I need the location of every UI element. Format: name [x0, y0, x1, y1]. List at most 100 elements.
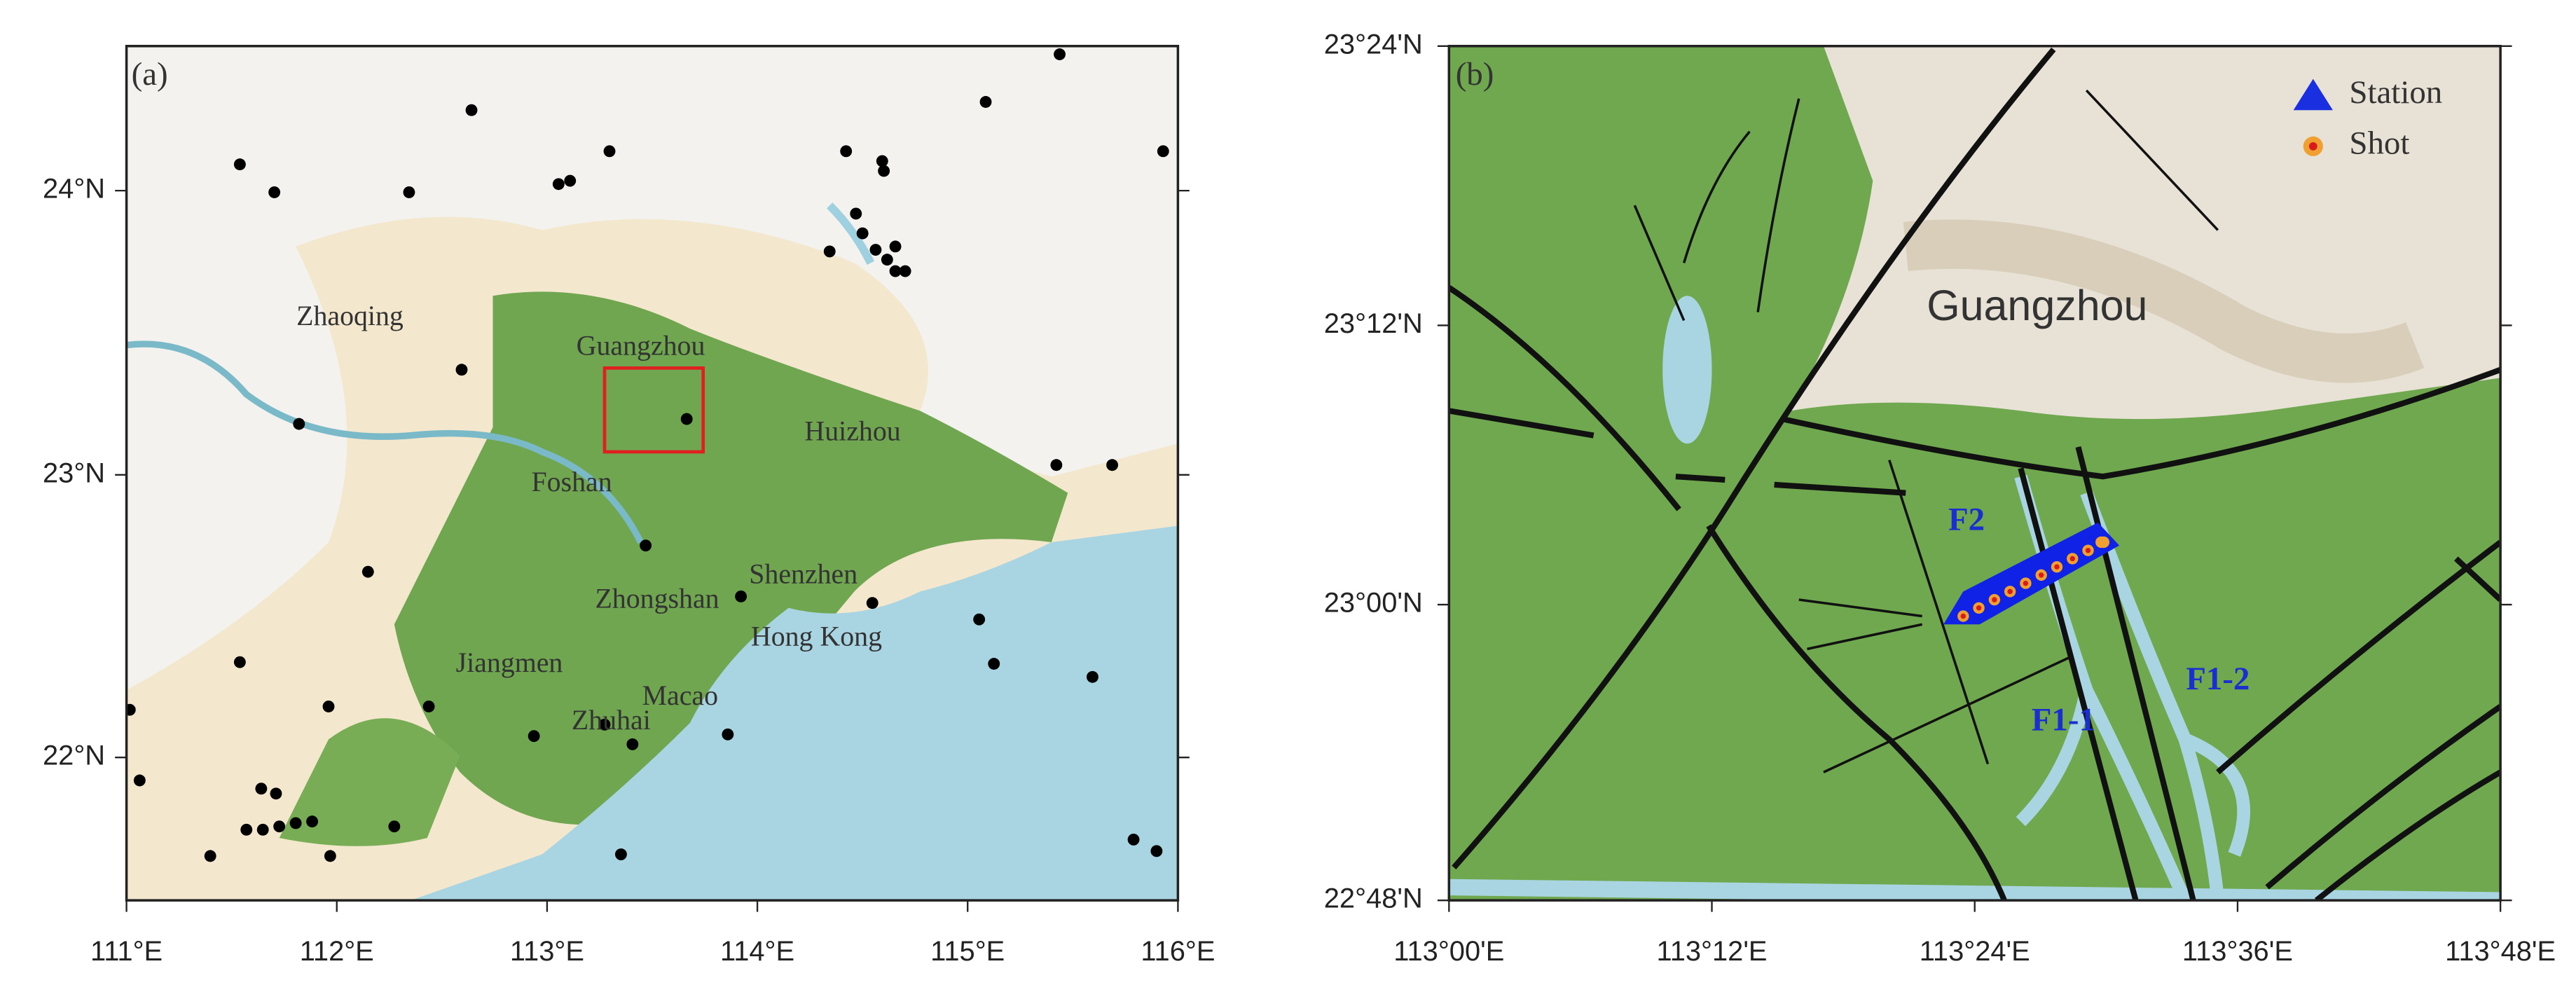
station-dot: [293, 418, 305, 430]
y-tick-label: 24°N: [43, 174, 105, 205]
map-a: (a): [126, 46, 1178, 901]
station-array: [1943, 522, 2120, 625]
panel-label: (a): [132, 56, 168, 92]
x-tick-label: 113°24'E: [1920, 936, 2030, 967]
shot-dot: [2038, 572, 2044, 578]
city-label: Hong Kong: [751, 620, 882, 652]
station-dot: [598, 718, 611, 731]
legend-symbol: [2293, 78, 2333, 111]
reservoir: [827, 202, 875, 265]
shots: [1957, 536, 2110, 622]
shot-dot: [2007, 588, 2013, 595]
station-dot: [324, 850, 336, 862]
station-dot: [233, 656, 246, 668]
x-tick-label: 115°E: [930, 936, 1005, 967]
legend-label: Station: [2349, 74, 2442, 111]
station-dot: [1054, 48, 1066, 60]
shot-dot: [2085, 547, 2091, 553]
shot-dot: [1992, 597, 1997, 602]
fault-line: [1706, 524, 2007, 901]
x-tick-label: 113°48'E: [2445, 936, 2556, 967]
station-dot: [878, 165, 890, 177]
station-dot: [973, 613, 986, 626]
legend-symbol: [2308, 142, 2317, 151]
station-dot: [840, 145, 853, 158]
city-label: Macao: [642, 680, 718, 711]
x-tick-label: 114°E: [720, 936, 794, 967]
x-tick-label: 111°E: [90, 936, 163, 967]
station-dot: [273, 820, 286, 833]
station-dot: [988, 658, 1000, 670]
y-tick-label: 23°24'N: [1324, 29, 1423, 60]
y-tick-label: 23°N: [43, 457, 105, 488]
station-dot: [270, 787, 282, 800]
station-dot: [240, 823, 253, 836]
station-dot: [322, 701, 335, 712]
plain: [279, 718, 460, 846]
station-dot: [823, 245, 836, 258]
station-dot: [640, 539, 652, 552]
x-tick-label: 113°36'E: [2182, 936, 2293, 967]
station-dot: [126, 703, 136, 716]
hills: [1791, 46, 2501, 420]
fault-line: [1449, 285, 2501, 511]
stations: [126, 48, 1169, 862]
station-dot: [876, 155, 888, 167]
x-tick-label: 113°12'E: [1657, 936, 1768, 967]
station-dot: [564, 174, 577, 187]
y-tick-label: 23°00'N: [1324, 588, 1423, 619]
labels: 111°E 112°E 113°E 114°E 115°E 116°E 24°N 23°N 22…: [43, 29, 2556, 966]
station-dot: [856, 227, 869, 240]
sea: [411, 525, 1178, 901]
station-dot: [255, 783, 268, 795]
fault-line: [1633, 89, 2219, 773]
station-dot: [552, 178, 565, 191]
station-dot: [899, 265, 911, 277]
y-tick-label: 22°48'N: [1324, 883, 1423, 914]
city-label: Zhaoqing: [296, 300, 404, 331]
station-dot: [1106, 459, 1119, 471]
station-dot: [465, 104, 478, 116]
legend-label: Shot: [2349, 125, 2409, 162]
shot-dot: [1960, 613, 1967, 619]
station-dot: [528, 730, 540, 743]
x-tick-label: 113°00'E: [1393, 936, 1504, 967]
station-dot: [256, 823, 269, 836]
shot-dot: [2095, 536, 2107, 549]
x-tick-label: 113°E: [510, 936, 584, 967]
fault-label: F1-1: [2032, 702, 2095, 738]
station-dot: [735, 590, 748, 602]
fault-line: [2018, 446, 2196, 901]
y-tick-label: 23°12'N: [1324, 308, 1423, 339]
plain: [394, 291, 1068, 825]
station-dot: [1050, 459, 1063, 471]
station-dot: [133, 774, 146, 787]
station-dot: [1150, 845, 1163, 857]
minor-faults: [1633, 89, 2219, 773]
city-label: Huizhou: [804, 415, 900, 446]
fault-line: [1452, 47, 2056, 869]
fault-line: [2216, 539, 2501, 901]
map-b: (b) Guangzhou F2 F1-1 F1-2 Station Shot: [1449, 46, 2501, 901]
station-dot: [866, 597, 879, 609]
station-dot: [889, 240, 902, 253]
x-tick-label: 112°E: [300, 936, 374, 967]
station-dot: [233, 158, 246, 171]
faults: [1449, 47, 2501, 901]
shot-dot: [2023, 580, 2029, 586]
panel-label: (b): [1456, 56, 1494, 92]
station-dot: [850, 207, 862, 220]
station-dot: [1086, 670, 1098, 683]
station-dot: [1127, 833, 1140, 846]
station-dot: [869, 244, 882, 256]
hills: [1903, 219, 2425, 383]
shot-dot: [2054, 564, 2060, 570]
station-dot: [422, 701, 435, 712]
station-dot: [268, 186, 281, 198]
city-label: Guangzhou: [1927, 282, 2147, 329]
fault-label: F1-2: [2186, 661, 2250, 697]
station-dot: [614, 848, 627, 860]
station-dot: [289, 817, 302, 829]
